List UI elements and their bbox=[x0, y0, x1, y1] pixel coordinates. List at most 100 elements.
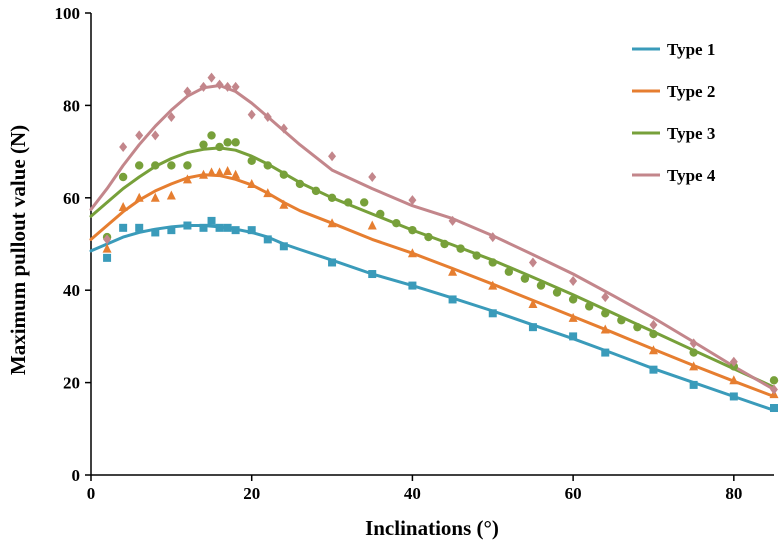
x-tick-label: 20 bbox=[243, 484, 260, 503]
data-point-type-2 bbox=[182, 174, 192, 184]
data-point-type-1 bbox=[368, 270, 377, 279]
data-point-type-4 bbox=[135, 130, 144, 141]
data-point-type-1 bbox=[215, 223, 224, 232]
data-point-type-4 bbox=[448, 215, 457, 226]
data-point-type-1 bbox=[649, 365, 658, 374]
data-point-type-3 bbox=[552, 288, 562, 297]
data-point-type-3 bbox=[247, 156, 256, 166]
data-point-type-1 bbox=[223, 223, 232, 232]
data-point-type-2 bbox=[231, 169, 241, 179]
data-point-type-4 bbox=[231, 81, 240, 92]
data-point-type-2 bbox=[223, 166, 233, 176]
data-point-type-2 bbox=[207, 167, 217, 177]
data-point-type-1 bbox=[601, 348, 610, 357]
data-point-type-2 bbox=[568, 312, 578, 322]
legend-label-type-1: Type 1 bbox=[667, 40, 715, 59]
data-point-type-2 bbox=[215, 167, 225, 177]
data-point-type-3 bbox=[536, 281, 546, 290]
data-point-type-4 bbox=[223, 81, 232, 92]
data-point-type-4 bbox=[247, 109, 256, 120]
data-point-type-3 bbox=[263, 161, 272, 170]
data-point-type-4 bbox=[689, 338, 698, 349]
data-point-type-4 bbox=[103, 234, 112, 245]
data-point-type-4 bbox=[151, 130, 160, 141]
data-point-type-1 bbox=[135, 223, 144, 232]
data-point-type-4 bbox=[408, 195, 417, 206]
data-points bbox=[102, 72, 779, 413]
data-point-type-3 bbox=[231, 138, 240, 147]
data-point-type-1 bbox=[569, 332, 578, 341]
data-point-type-1 bbox=[207, 216, 216, 225]
data-point-type-4 bbox=[729, 356, 738, 367]
legend-label-type-4: Type 4 bbox=[667, 166, 716, 185]
data-point-type-3 bbox=[520, 274, 530, 283]
data-point-type-3 bbox=[183, 161, 192, 170]
data-point-type-1 bbox=[488, 309, 497, 318]
data-point-type-4 bbox=[488, 232, 497, 243]
data-point-type-2 bbox=[448, 266, 458, 276]
data-point-type-4 bbox=[601, 292, 610, 303]
y-tick-label: 0 bbox=[72, 466, 81, 485]
data-point-type-1 bbox=[263, 235, 272, 244]
data-point-type-2 bbox=[689, 361, 699, 371]
data-point-type-1 bbox=[689, 380, 698, 389]
data-point-type-3 bbox=[649, 329, 658, 339]
data-point-type-2 bbox=[247, 178, 257, 188]
y-axis-title: Maximum pullout value (N) bbox=[6, 125, 30, 375]
data-point-type-1 bbox=[408, 281, 417, 290]
data-point-type-3 bbox=[311, 186, 321, 196]
data-point-type-3 bbox=[295, 179, 305, 189]
chart-axes: 0 20 40 60 80 100 0 20 40 60 80 bbox=[55, 4, 774, 503]
data-point-type-4 bbox=[207, 72, 216, 83]
data-point-type-2 bbox=[263, 188, 273, 198]
data-point-type-3 bbox=[151, 161, 160, 170]
data-point-type-3 bbox=[199, 140, 208, 149]
data-point-type-3 bbox=[689, 348, 698, 357]
data-point-type-4 bbox=[328, 151, 337, 162]
data-point-type-4 bbox=[183, 86, 192, 97]
data-point-type-2 bbox=[327, 218, 337, 228]
data-point-type-3 bbox=[118, 172, 128, 182]
data-point-type-2 bbox=[279, 199, 289, 209]
data-point-type-3 bbox=[633, 322, 642, 332]
data-point-type-1 bbox=[328, 258, 337, 267]
x-tick-label: 60 bbox=[565, 484, 582, 503]
data-point-type-2 bbox=[600, 324, 610, 334]
data-point-type-3 bbox=[424, 232, 433, 242]
data-point-type-1 bbox=[279, 242, 288, 251]
data-point-type-1 bbox=[729, 392, 738, 401]
y-tick-label: 40 bbox=[63, 281, 80, 300]
data-point-type-3 bbox=[617, 316, 626, 325]
data-point-type-2 bbox=[488, 280, 498, 290]
data-point-type-2 bbox=[134, 192, 144, 202]
data-point-type-2 bbox=[407, 248, 417, 258]
data-point-type-3 bbox=[392, 219, 401, 228]
fit-line-type-2 bbox=[89, 173, 776, 398]
data-point-type-3 bbox=[207, 131, 216, 140]
x-tick-label: 40 bbox=[404, 484, 421, 503]
data-point-type-4 bbox=[368, 172, 377, 183]
data-point-type-2 bbox=[102, 243, 112, 253]
data-point-type-3 bbox=[360, 198, 369, 207]
data-point-type-1 bbox=[448, 295, 457, 304]
data-point-type-3 bbox=[769, 376, 779, 385]
data-point-type-1 bbox=[167, 226, 176, 235]
data-point-type-4 bbox=[263, 111, 272, 122]
data-point-type-2 bbox=[198, 169, 208, 179]
legend-label-type-3: Type 3 bbox=[667, 124, 715, 143]
data-point-type-1 bbox=[199, 223, 208, 232]
legend-label-type-2: Type 2 bbox=[667, 82, 715, 101]
x-axis-title: Inclinations (°) bbox=[365, 516, 499, 540]
data-point-type-4 bbox=[167, 111, 176, 122]
data-point-type-4 bbox=[119, 141, 128, 152]
y-tick-label: 80 bbox=[63, 96, 80, 115]
data-point-type-3 bbox=[167, 161, 176, 170]
data-point-type-1 bbox=[183, 221, 192, 230]
data-point-type-3 bbox=[584, 302, 594, 311]
data-point-type-4 bbox=[215, 79, 224, 90]
data-point-type-1 bbox=[151, 228, 160, 237]
data-point-type-3 bbox=[327, 193, 337, 202]
data-point-type-4 bbox=[528, 257, 537, 268]
data-point-type-3 bbox=[343, 198, 353, 207]
